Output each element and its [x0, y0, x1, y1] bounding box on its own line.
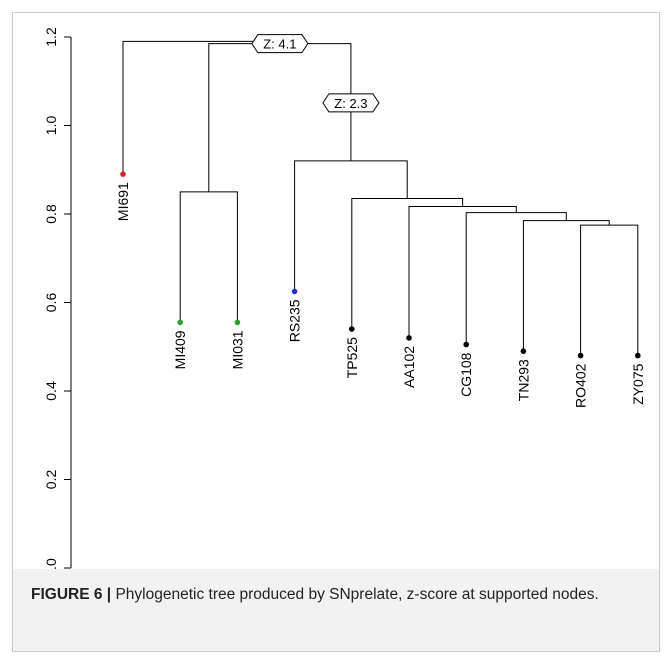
leaf-dot-cg108 — [463, 341, 470, 348]
leaf-label-zy075: ZY075 — [630, 363, 646, 404]
leaf-nodes: MI691 MI409 MI031 RS235 TP525 AA102 CG108 TN293… — [115, 171, 646, 408]
y-tick-label: 0.2 — [43, 470, 59, 490]
branch-n_root — [122, 40, 281, 175]
leaf-dot-zy075 — [635, 352, 641, 359]
node-labels: Z: 4.1 Z: 2.3 — [251, 34, 380, 113]
leaf-dot-tn293 — [520, 348, 527, 354]
node-label-text: Z: 2.3 — [334, 96, 367, 111]
leaf-dot-mi409 — [177, 319, 183, 326]
node-label-n_inner: Z: 4.1 — [251, 34, 309, 54]
leaf-dot-rs235 — [291, 288, 298, 295]
figure-frame: 0.0 0.2 0.4 0.6 0.8 1.0 1.2 MI691 MI409 MI031 RS2… — [12, 12, 660, 652]
leaf-label-mi409: MI409 — [172, 330, 188, 369]
node-label-n_rs: Z: 2.3 — [322, 93, 380, 113]
node-label-box — [322, 93, 380, 113]
figure-caption: FIGURE 6 | Phylogenetic tree produced by… — [13, 569, 659, 651]
node-label-box — [251, 34, 309, 54]
y-tick-label: 0.4 — [43, 381, 59, 401]
y-tick-label: 0.8 — [43, 204, 59, 224]
branch-n_tp — [351, 198, 464, 330]
leaf-label-cg108: CG108 — [458, 352, 474, 397]
leaf-dot-ro402 — [577, 352, 584, 359]
branch-n_rs — [294, 160, 408, 292]
leaf-dot-mi691 — [120, 171, 126, 177]
leaf-label-mi691: MI691 — [115, 182, 131, 221]
leaf-dot-aa102 — [406, 335, 412, 341]
dendrogram-chart: 0.0 0.2 0.4 0.6 0.8 1.0 1.2 MI691 MI409 MI031 RS2… — [43, 27, 646, 569]
leaf-label-aa102: AA102 — [401, 346, 417, 388]
y-tick-label: 1.0 — [43, 116, 59, 136]
branch-n_rz — [580, 224, 639, 356]
branch-n_aa — [408, 205, 517, 338]
caption-label: FIGURE 6 | — [31, 586, 112, 603]
y-tick-label: 0.6 — [43, 293, 59, 313]
y-tick-label: 1.2 — [43, 27, 59, 47]
leaf-dot-mi031 — [234, 319, 241, 326]
branch-n_tn — [522, 220, 610, 352]
node-label-text: Z: 4.1 — [263, 37, 296, 52]
branch-n_inner — [208, 43, 352, 192]
tree-branches — [122, 40, 639, 356]
leaf-label-ro402: RO402 — [573, 363, 589, 408]
leaf-label-rs235: RS235 — [287, 299, 303, 342]
leaf-label-tn293: TN293 — [515, 359, 531, 401]
y-tick-label: 0.0 — [43, 558, 59, 569]
y-axis: 0.0 0.2 0.4 0.6 0.8 1.0 1.2 — [43, 27, 72, 569]
caption-text: Phylogenetic tree produced by SNprelate,… — [111, 586, 599, 603]
branch-n_cg — [465, 212, 567, 345]
branch-n_mi — [179, 191, 238, 323]
leaf-label-mi031: MI031 — [229, 330, 245, 369]
leaf-label-tp525: TP525 — [344, 337, 360, 378]
leaf-dot-tp525 — [349, 326, 355, 332]
